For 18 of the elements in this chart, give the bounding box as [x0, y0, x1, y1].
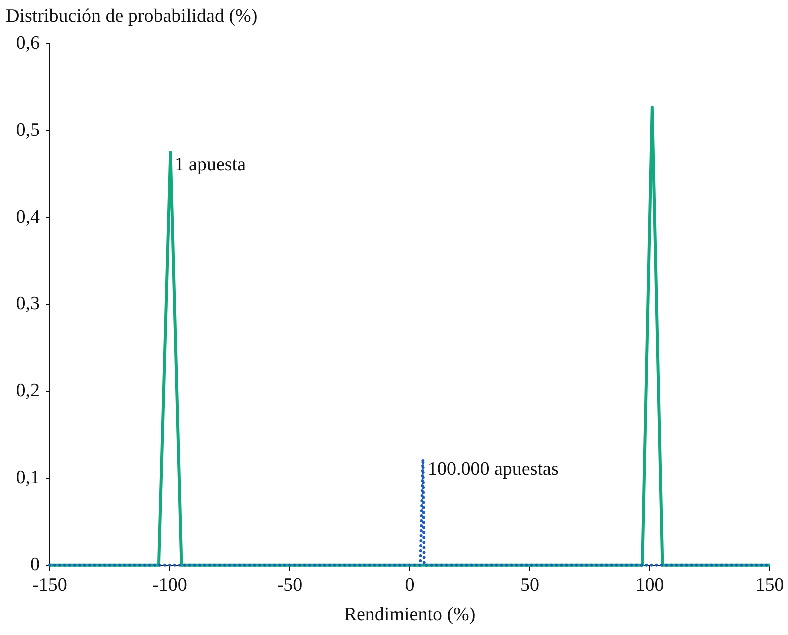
x-tick-label: 50 [520, 574, 540, 596]
y-tick-label: 0,2 [16, 380, 40, 402]
x-tick-label: 0 [405, 574, 415, 596]
y-tick-label: 0 [30, 554, 40, 576]
annotation: 100.000 apuestas [428, 458, 559, 480]
x-axis-title: Rendimiento (%) [344, 604, 476, 626]
y-tick-label: 0,3 [16, 294, 40, 315]
y-axis-title: Distribución de probabilidad (%) [6, 6, 258, 28]
y-tick-label: 0,5 [16, 120, 40, 141]
y-tick-label: 0,6 [16, 32, 40, 54]
y-tick-label: 0,4 [16, 206, 40, 228]
x-tick-label: -50 [277, 574, 303, 596]
x-tick-label: 100 [636, 574, 664, 596]
x-tick-label: 150 [756, 574, 784, 596]
x-tick-label: -150 [32, 574, 68, 596]
y-tick-label: 0,1 [16, 467, 40, 488]
annotation: 1 apuesta [174, 154, 247, 176]
x-tick-label: -100 [152, 574, 188, 596]
